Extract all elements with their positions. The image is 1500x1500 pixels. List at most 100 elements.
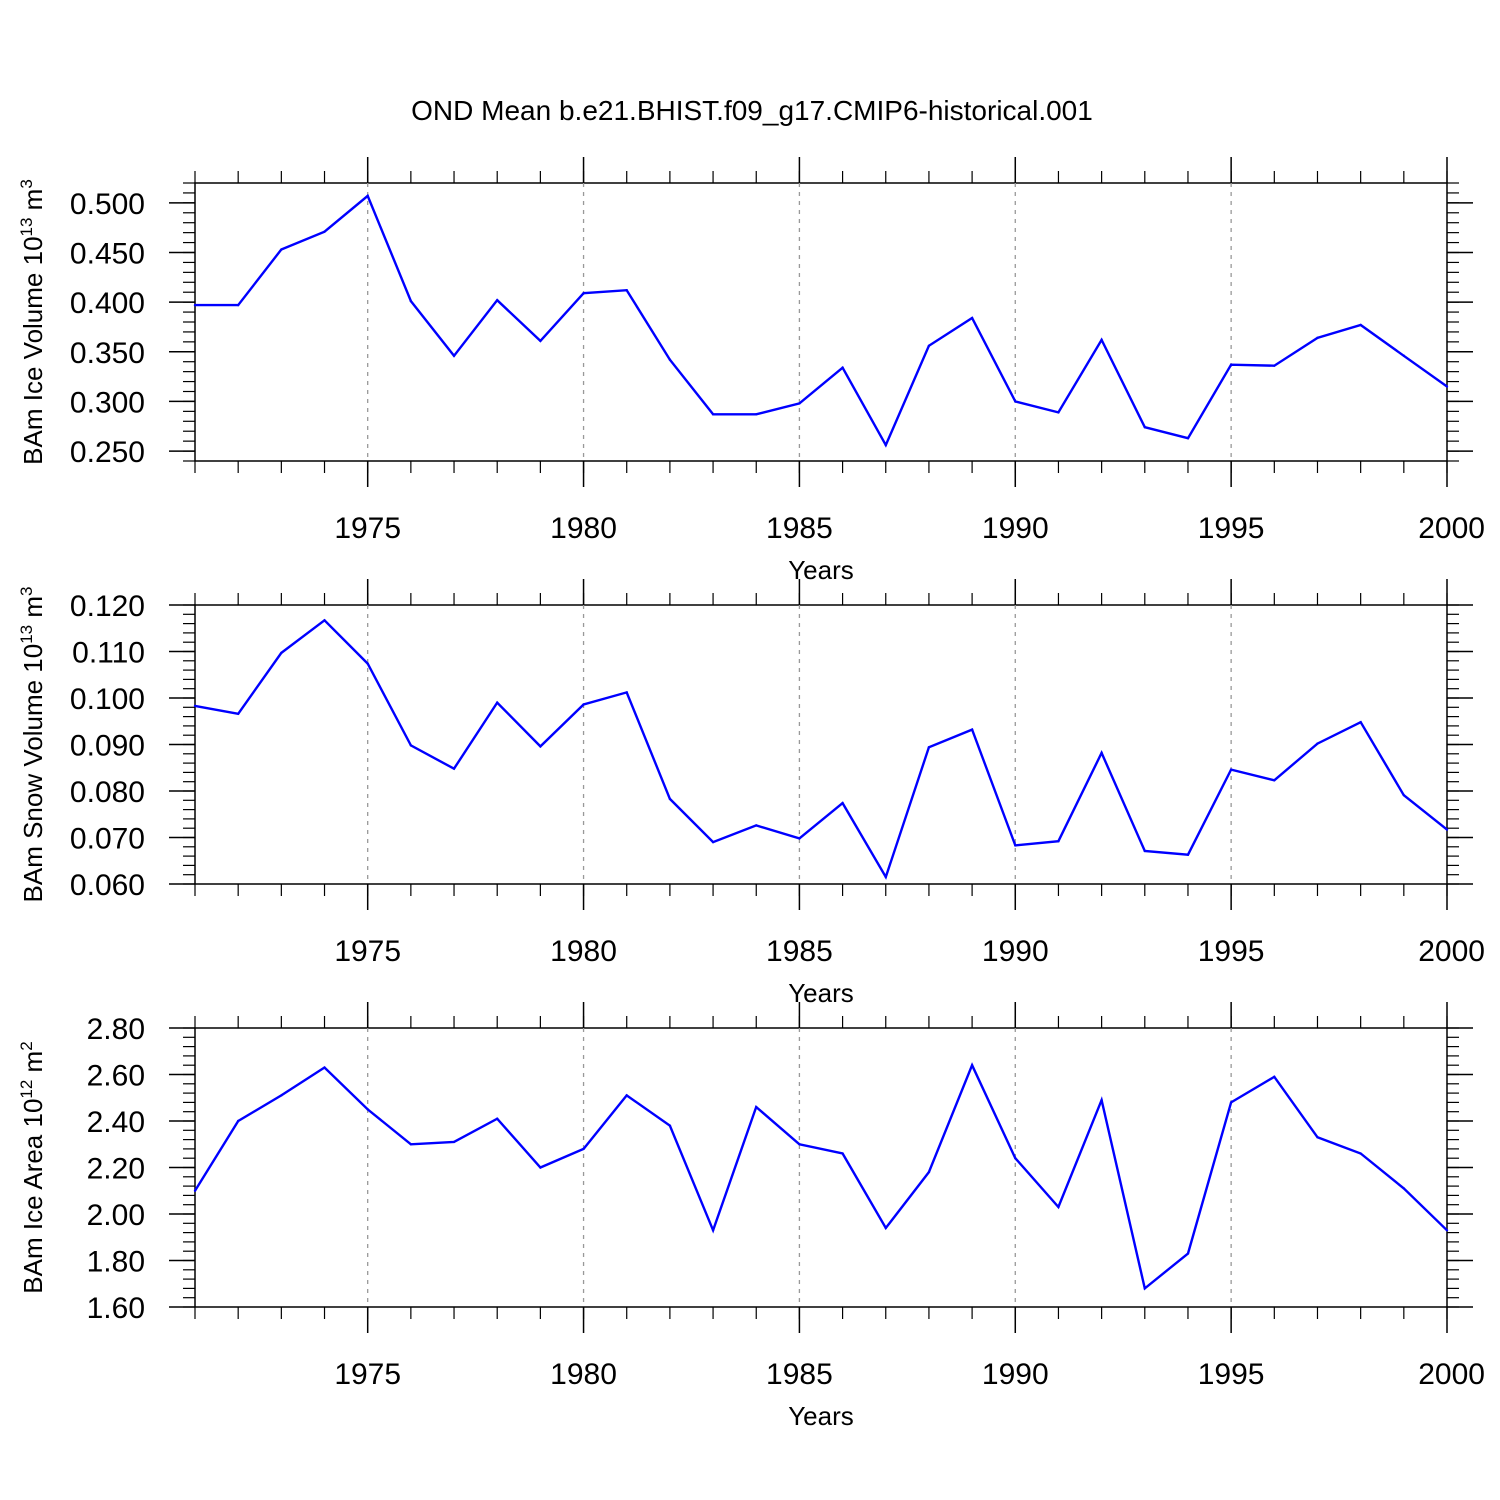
data-point [668, 797, 672, 801]
y-tick-label: 0.110 [72, 637, 145, 670]
y-tick-label: 2.00 [87, 1199, 145, 1232]
data-point [280, 248, 283, 251]
y-axis-title: BAm Ice Volume 1013 m3 [17, 179, 48, 465]
data-point [1359, 1152, 1362, 1155]
y-tick-label: 1.80 [87, 1246, 145, 1279]
data-point [280, 1094, 283, 1097]
y-tick-label: 2.40 [87, 1106, 145, 1139]
y-tick-label: 2.20 [87, 1153, 145, 1186]
data-point [366, 194, 369, 198]
data-point [1014, 400, 1017, 403]
data-point [409, 1143, 413, 1146]
y-axis-title-unit-exponent: 3 [17, 179, 36, 188]
y-tick-label: 0.080 [70, 776, 145, 809]
x-tick-label: 1985 [766, 935, 833, 968]
data-point [755, 1105, 758, 1109]
data-point [1402, 793, 1406, 797]
data-point [193, 303, 197, 307]
data-point [927, 1170, 931, 1174]
data-point [1316, 1136, 1319, 1139]
y-tick-label: 0.300 [70, 386, 145, 419]
data-point [841, 366, 844, 369]
x-tick-label: 1990 [982, 935, 1049, 968]
panels: 1975 1980 1985 1990 1995 2000 0.250 0.300 0.350 0… [17, 157, 1485, 1431]
data-point [539, 745, 542, 748]
data-point [1229, 1101, 1233, 1104]
data-point [711, 413, 715, 416]
data-point [1316, 336, 1319, 340]
data-point [625, 289, 628, 292]
data-point [1186, 1252, 1190, 1255]
x-tick-label: 1975 [334, 935, 401, 968]
data-point [711, 1229, 715, 1232]
data-point [1445, 385, 1449, 388]
y-tick-label: 0.090 [70, 730, 145, 763]
data-point [323, 619, 326, 622]
x-tick-label: 1975 [334, 512, 401, 545]
y-tick-label: 0.100 [70, 683, 145, 716]
data-point [1229, 768, 1233, 771]
data-point [927, 746, 931, 749]
x-tick-label: 1975 [334, 1358, 401, 1391]
data-point [582, 1147, 585, 1151]
data-point [625, 1094, 628, 1097]
data-point [755, 413, 758, 416]
data-point [452, 354, 456, 357]
data-point [193, 704, 197, 708]
y-axis-title-exponent: 13 [17, 218, 36, 237]
data-point [970, 1064, 974, 1067]
y-tick-label: 0.450 [70, 238, 145, 271]
panel-3: 1975 1980 1985 1990 1995 2000 1.60 1.80 2.00 2.20… [17, 1002, 1485, 1431]
y-tick-label: 0.350 [70, 337, 145, 370]
y-axis-title-unit-exponent: 2 [17, 1041, 36, 1050]
data-point [1186, 436, 1190, 440]
y-tick-label: 0.400 [70, 287, 145, 320]
x-tick-label: 1990 [982, 1358, 1049, 1391]
data-point [539, 339, 542, 343]
data-point [1057, 840, 1060, 843]
y-tick-label: 0.070 [70, 823, 145, 856]
data-point [1402, 354, 1406, 357]
data-point [1186, 853, 1190, 856]
data-point [496, 1117, 499, 1120]
series-line [194, 618, 1448, 880]
data-point [884, 875, 887, 879]
data-point [1402, 1187, 1406, 1190]
x-tick-label: 1995 [1198, 935, 1265, 968]
data-point [236, 1119, 240, 1123]
data-point [236, 303, 240, 307]
x-tick-label: 2000 [1418, 935, 1485, 968]
x-tick-label: 1980 [550, 935, 617, 968]
data-point [884, 1226, 887, 1230]
data-point [668, 358, 672, 361]
y-axis-title-main: BAm Snow Volume 10 [18, 644, 48, 903]
data-point [236, 712, 240, 716]
data-point [496, 701, 499, 704]
data-point [452, 1140, 456, 1144]
data-point [884, 443, 887, 447]
data-point [1273, 779, 1276, 782]
y-tick-label: 1.60 [87, 1292, 145, 1325]
data-point [323, 1066, 326, 1069]
x-tick-label: 1990 [982, 512, 1049, 545]
y-tick-label: 2.60 [87, 1060, 145, 1093]
data-point [1273, 364, 1276, 367]
x-axis-title: Years [788, 978, 854, 1008]
data-point [409, 299, 413, 303]
data-point [798, 402, 801, 405]
y-tick-label: 0.060 [70, 869, 145, 902]
data-point [1316, 742, 1319, 745]
y-axis-title: BAm Ice Area 1012 m2 [17, 1041, 48, 1293]
data-point [970, 728, 974, 731]
data-point [1014, 1157, 1017, 1160]
data-point [927, 344, 931, 348]
y-axis-title-unit: m [18, 189, 48, 218]
data-point [280, 651, 283, 655]
data-point [841, 801, 844, 805]
data-point [841, 1152, 844, 1155]
x-tick-label: 2000 [1418, 512, 1485, 545]
x-axis-title: Years [788, 555, 854, 585]
data-point [409, 744, 413, 747]
data-point [1273, 1075, 1276, 1079]
